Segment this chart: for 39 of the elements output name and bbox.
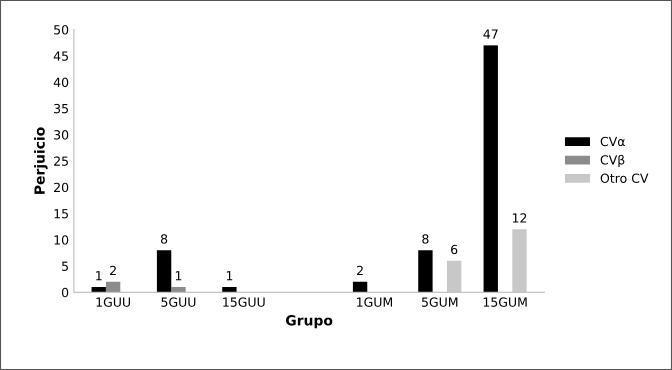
data-label: 1	[176, 271, 182, 280]
legend-label: Otro CV	[600, 174, 648, 183]
legend-label: CVβ	[600, 154, 624, 168]
legend-label: CVα	[600, 136, 625, 146]
x-axis-title: Grupo	[286, 315, 332, 328]
bar	[352, 282, 368, 292]
x-tick-label: 5GUU	[161, 297, 196, 307]
y-tick-label: 25	[54, 156, 68, 166]
data-label: 47	[483, 29, 498, 39]
y-tick-label: 50	[54, 25, 68, 35]
data-label: 12	[512, 213, 526, 222]
y-tick-label: 15	[54, 209, 68, 218]
bar	[512, 229, 527, 292]
data-label: 1	[96, 271, 102, 280]
x-tick-label: 1GUU	[96, 297, 130, 307]
data-label: 2	[110, 266, 116, 276]
x-tick-label: 5GUM	[422, 297, 458, 307]
bar	[418, 250, 433, 292]
y-tick-label: 0	[62, 288, 68, 298]
data-label: 8	[422, 234, 429, 244]
bar	[106, 282, 120, 292]
y-tick-label: 20	[54, 182, 68, 192]
x-tick-label: 15GUU	[223, 297, 265, 307]
y-tick-label: 5	[62, 262, 68, 271]
y-tick-label: 30	[54, 130, 68, 140]
data-label: 8	[160, 234, 168, 244]
data-label: 1	[226, 271, 232, 280]
y-axis-title: Perjuicio	[34, 127, 48, 194]
y-tick-label: 35	[54, 104, 68, 114]
x-tick-label: 15GUM	[484, 297, 527, 307]
bar	[156, 250, 172, 292]
x-tick-label: 1GUM	[357, 297, 392, 307]
bar	[484, 45, 498, 292]
y-tick-label: 45	[54, 52, 68, 61]
data-label: 6	[451, 244, 458, 254]
y-tick-label: 10	[54, 235, 68, 245]
data-label: 2	[357, 266, 363, 276]
y-tick-label: 40	[54, 78, 68, 88]
bar	[446, 260, 462, 292]
